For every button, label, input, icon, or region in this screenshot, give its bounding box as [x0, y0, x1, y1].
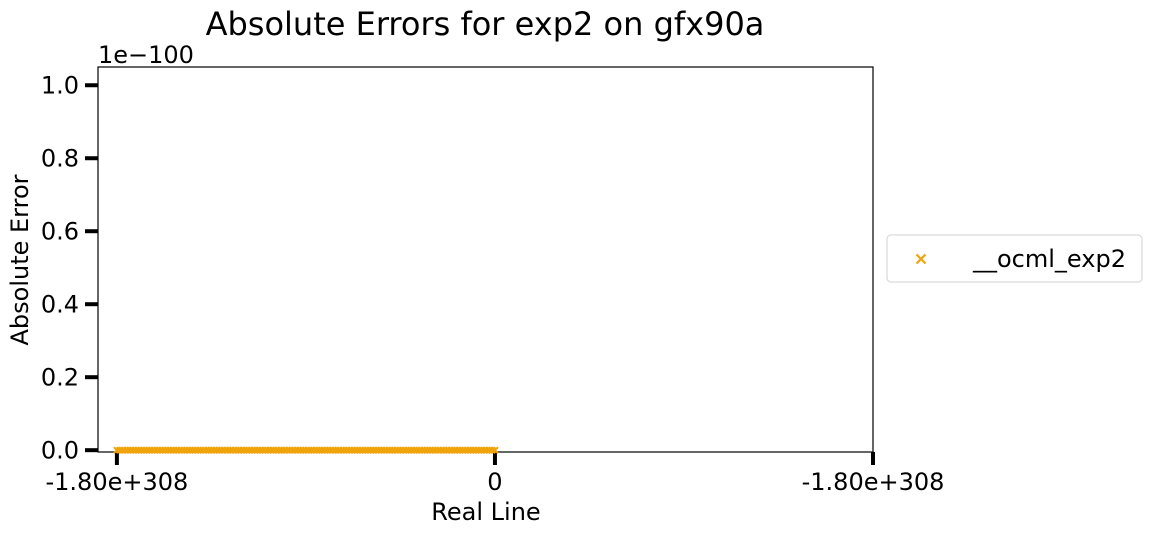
- x-tick-label: -1.80e+308: [46, 468, 189, 496]
- legend-box: [886, 234, 1143, 283]
- x-tick-label: -1.80e+308: [802, 468, 945, 496]
- y-tick-label: 1.0: [41, 72, 79, 100]
- y-axis-label: Absolute Error: [6, 174, 34, 345]
- y-axis-ticks: 0.0 0.2 0.4 0.6 0.8 1.0: [41, 72, 98, 465]
- y-tick-label: 0.0: [41, 437, 79, 465]
- series-layer: [113, 446, 499, 454]
- y-tick-label: 0.8: [41, 145, 79, 173]
- plot-area: [97, 66, 874, 453]
- y-tick-label: 0.2: [41, 364, 79, 392]
- legend-marker-x-icon: [915, 253, 927, 265]
- legend: __ocml_exp2: [886, 234, 1143, 283]
- data-point: [491, 446, 499, 454]
- y-tick-label: 0.6: [41, 218, 79, 246]
- x-axis-label: Real Line: [431, 498, 540, 526]
- y-tick-label: 0.4: [41, 291, 79, 319]
- y-offset-label: 1e−100: [98, 41, 194, 69]
- chart-title: Absolute Errors for exp2 on gfx90a: [206, 5, 765, 43]
- x-tick-label: 0: [487, 468, 502, 496]
- legend-label: __ocml_exp2: [972, 245, 1126, 273]
- x-axis-ticks: -1.80e+308 0 -1.80e+308: [46, 452, 945, 496]
